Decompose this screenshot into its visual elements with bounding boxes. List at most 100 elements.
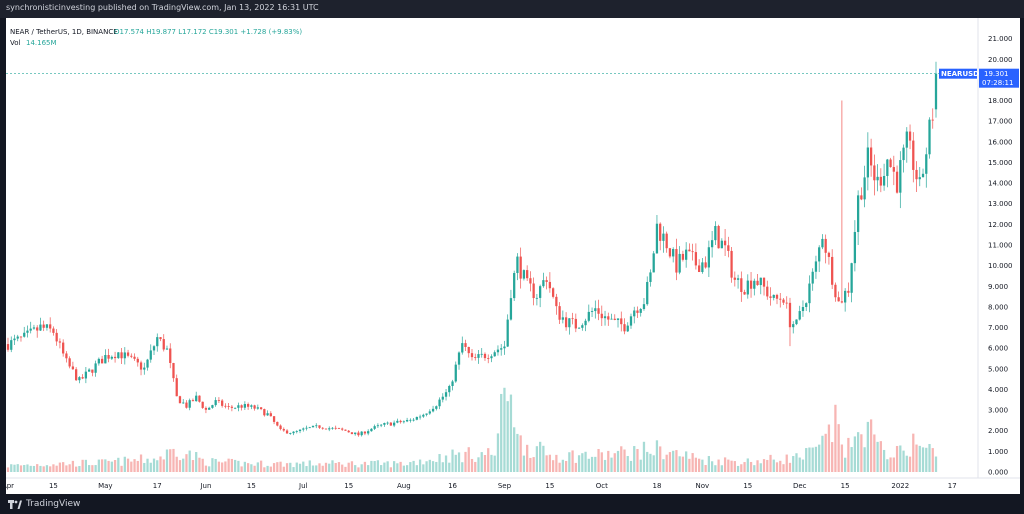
volume-bar xyxy=(688,458,691,472)
candle-body xyxy=(91,369,94,373)
volume-bar xyxy=(16,464,19,472)
volume-bar xyxy=(769,454,772,472)
candle-body xyxy=(620,318,623,325)
volume-bar xyxy=(710,461,714,472)
volume-bar xyxy=(23,464,26,472)
time-tick-label: 18 xyxy=(652,482,661,490)
price-axis[interactable]: 0.000 1.000 2.000 3.000 4.000 5.000 6.000 7.000… xyxy=(988,35,1013,476)
candle-body xyxy=(198,395,201,402)
volume-bar xyxy=(201,458,204,472)
candle-body xyxy=(16,336,19,339)
candle-body xyxy=(276,421,279,426)
candle-body xyxy=(49,324,52,329)
candle-body xyxy=(616,318,620,320)
volume-bar xyxy=(740,464,743,472)
volume-bar xyxy=(461,462,464,472)
volume-bar xyxy=(123,456,126,472)
volume-bar xyxy=(539,441,542,472)
volume-bar xyxy=(266,465,269,472)
volume-bar xyxy=(49,466,52,472)
candle-body xyxy=(461,343,464,353)
volume-bar xyxy=(386,461,389,472)
candle-body xyxy=(516,256,519,274)
candle-body xyxy=(373,426,376,429)
volume-bar xyxy=(428,459,431,472)
volume-bar xyxy=(801,459,805,472)
candle-body xyxy=(636,310,639,313)
volume-bar xyxy=(169,449,172,472)
candle-body xyxy=(354,432,357,435)
candle-body xyxy=(87,369,91,372)
candle-body xyxy=(691,251,694,253)
volume-bar xyxy=(295,462,298,472)
volume-bar xyxy=(341,464,344,472)
volume-bar xyxy=(714,465,717,472)
time-tick-label: 2022 xyxy=(891,482,909,490)
candle-body xyxy=(55,332,58,342)
candle-body xyxy=(814,261,818,272)
volume-bar xyxy=(315,465,318,472)
volume-bar xyxy=(558,462,561,472)
candle-body xyxy=(921,173,925,178)
volume-bar xyxy=(370,460,373,472)
candle-body xyxy=(701,262,704,273)
candle-body xyxy=(772,294,775,298)
volume-bar xyxy=(701,459,704,472)
candle-body xyxy=(412,419,415,421)
volume-bar xyxy=(636,449,639,472)
volume-bar xyxy=(652,455,655,472)
volume-bar xyxy=(600,452,603,472)
candle-body xyxy=(720,240,723,249)
tradingview-brand[interactable]: TradingView xyxy=(8,499,80,509)
volume-bar xyxy=(337,462,341,472)
candle-body xyxy=(811,271,814,284)
candle-body xyxy=(175,378,178,397)
candle-body xyxy=(899,160,902,193)
candle-body xyxy=(415,416,418,420)
volume-bar xyxy=(396,463,399,472)
candle-body xyxy=(723,240,727,246)
candle-body xyxy=(367,431,370,434)
candle-body xyxy=(149,350,152,360)
volume-bar xyxy=(321,465,324,472)
time-tick-label: 15 xyxy=(545,482,554,490)
candle-body xyxy=(564,317,568,328)
volume-bar xyxy=(435,461,438,472)
volume-bar xyxy=(100,459,104,472)
time-axis[interactable]: Apr 15 May 17 Jun 15 Jul 15 Aug 16 Sep 15 Oct 18 Nov 15… xyxy=(2,482,957,490)
candle-body xyxy=(182,402,185,404)
volume-bar xyxy=(561,459,564,472)
candles xyxy=(6,61,938,437)
volume-bar xyxy=(256,462,259,472)
volume-bar xyxy=(886,459,889,472)
candle-body xyxy=(912,140,915,170)
candle-body xyxy=(350,432,354,435)
volume-bar xyxy=(389,467,393,472)
volume-bar xyxy=(233,459,237,472)
volume-bar xyxy=(490,454,493,472)
volume-bar xyxy=(172,448,175,472)
volume-bar xyxy=(902,450,905,472)
volume-bar xyxy=(590,456,594,472)
volume-bar xyxy=(879,441,882,472)
candlestick-chart[interactable]: 0.000 1.000 2.000 3.000 4.000 5.000 6.000 7.000… xyxy=(2,18,1020,494)
candle-body xyxy=(915,169,918,180)
candle-body xyxy=(642,304,646,309)
candle-body xyxy=(500,348,503,350)
candle-body xyxy=(775,294,779,299)
candle-body xyxy=(934,73,938,110)
volume-bar xyxy=(775,462,779,472)
candle-body xyxy=(931,119,934,121)
candle-body xyxy=(13,338,16,341)
candle-body xyxy=(727,245,730,251)
volume-bar xyxy=(873,434,876,472)
candle-body xyxy=(26,330,29,333)
time-tick-label: 15 xyxy=(841,482,850,490)
price-tick-label: 16.000 xyxy=(988,138,1013,146)
candle-body xyxy=(509,298,513,320)
volume-bar xyxy=(895,445,899,472)
volume-bar xyxy=(305,466,308,472)
candle-body xyxy=(136,358,139,363)
candle-body xyxy=(240,405,243,408)
volume-bar xyxy=(681,456,685,472)
